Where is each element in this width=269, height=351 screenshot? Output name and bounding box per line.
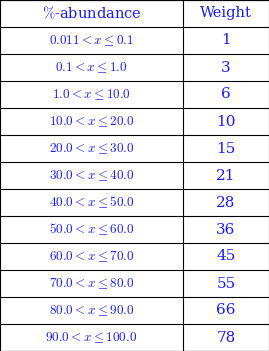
Text: 10: 10 [216,114,236,128]
Text: 21: 21 [216,168,236,183]
Text: $40.0 < x \leq 50.0$: $40.0 < x \leq 50.0$ [49,194,134,210]
Text: 78: 78 [216,331,236,344]
Text: $0.1 < x \leq 1.0$: $0.1 < x \leq 1.0$ [55,60,128,75]
Text: 6: 6 [221,87,231,101]
Text: Weight: Weight [200,7,252,20]
Text: $30.0 < x \leq 40.0$: $30.0 < x \leq 40.0$ [49,168,134,183]
Text: 1: 1 [221,33,231,47]
Text: $60.0 < x \leq 70.0$: $60.0 < x \leq 70.0$ [49,249,134,264]
Text: 36: 36 [216,223,236,237]
Text: 45: 45 [216,250,236,264]
Text: $20.0 < x \leq 30.0$: $20.0 < x \leq 30.0$ [49,141,134,156]
Text: $70.0 < x \leq 80.0$: $70.0 < x \leq 80.0$ [49,276,134,291]
Text: $1.0 < x \leq 10.0$: $1.0 < x \leq 10.0$ [52,87,131,102]
Text: $90.0 < x \leq 100.0$: $90.0 < x \leq 100.0$ [45,330,137,345]
Text: 28: 28 [216,196,236,210]
Text: 55: 55 [216,277,236,291]
Text: $50.0 < x \leq 60.0$: $50.0 < x \leq 60.0$ [49,221,134,237]
Text: $0.011 < x \leq 0.1$: $0.011 < x \leq 0.1$ [49,33,134,48]
Text: $80.0 < x \leq 90.0$: $80.0 < x \leq 90.0$ [49,303,134,318]
Text: 66: 66 [216,304,236,318]
Text: $\%$-abundance: $\%$-abundance [42,5,141,22]
Text: $10.0 < x \leq 20.0$: $10.0 < x \leq 20.0$ [49,114,134,129]
Text: 15: 15 [216,141,236,155]
Text: 3: 3 [221,60,231,74]
